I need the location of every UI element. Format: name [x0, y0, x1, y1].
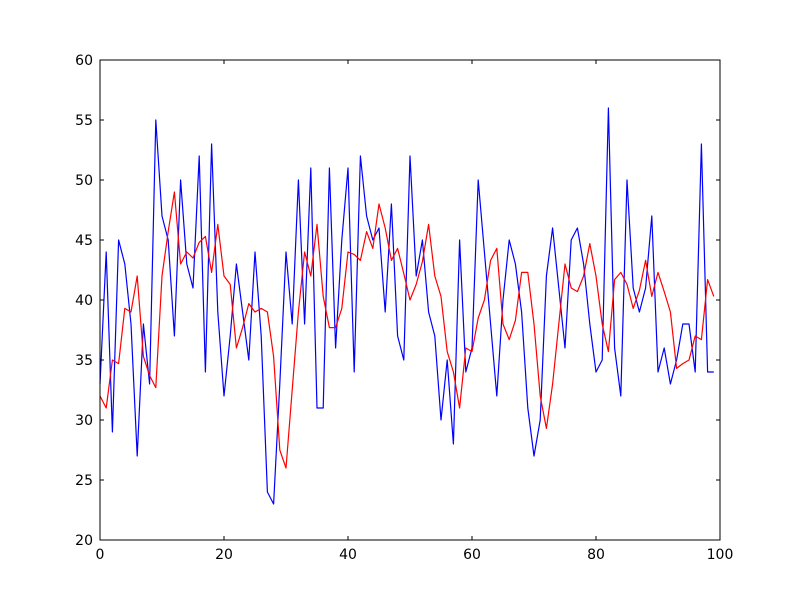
- x-tick-label: 0: [96, 547, 105, 563]
- x-tick-label: 80: [587, 547, 605, 563]
- series-line-0: [99, 107, 714, 505]
- y-tick-label: 55: [75, 113, 93, 129]
- series-layer: [99, 107, 715, 505]
- y-tick-label: 45: [75, 233, 93, 249]
- y-tick-label: 35: [75, 353, 93, 369]
- y-tick-label: 50: [75, 173, 93, 189]
- x-tick-label: 100: [707, 547, 734, 563]
- y-tick-label: 30: [75, 413, 93, 429]
- x-tick-label: 20: [215, 547, 233, 563]
- plot-area-frame: [99, 59, 721, 541]
- y-tick-label: 25: [75, 473, 93, 489]
- series-line-1: [99, 191, 715, 469]
- y-tick-label: 40: [75, 293, 93, 309]
- x-tick-label: 40: [339, 547, 357, 563]
- y-tick-label: 20: [75, 533, 93, 549]
- x-tick-label: 60: [463, 547, 481, 563]
- y-tick-label: 60: [75, 53, 93, 69]
